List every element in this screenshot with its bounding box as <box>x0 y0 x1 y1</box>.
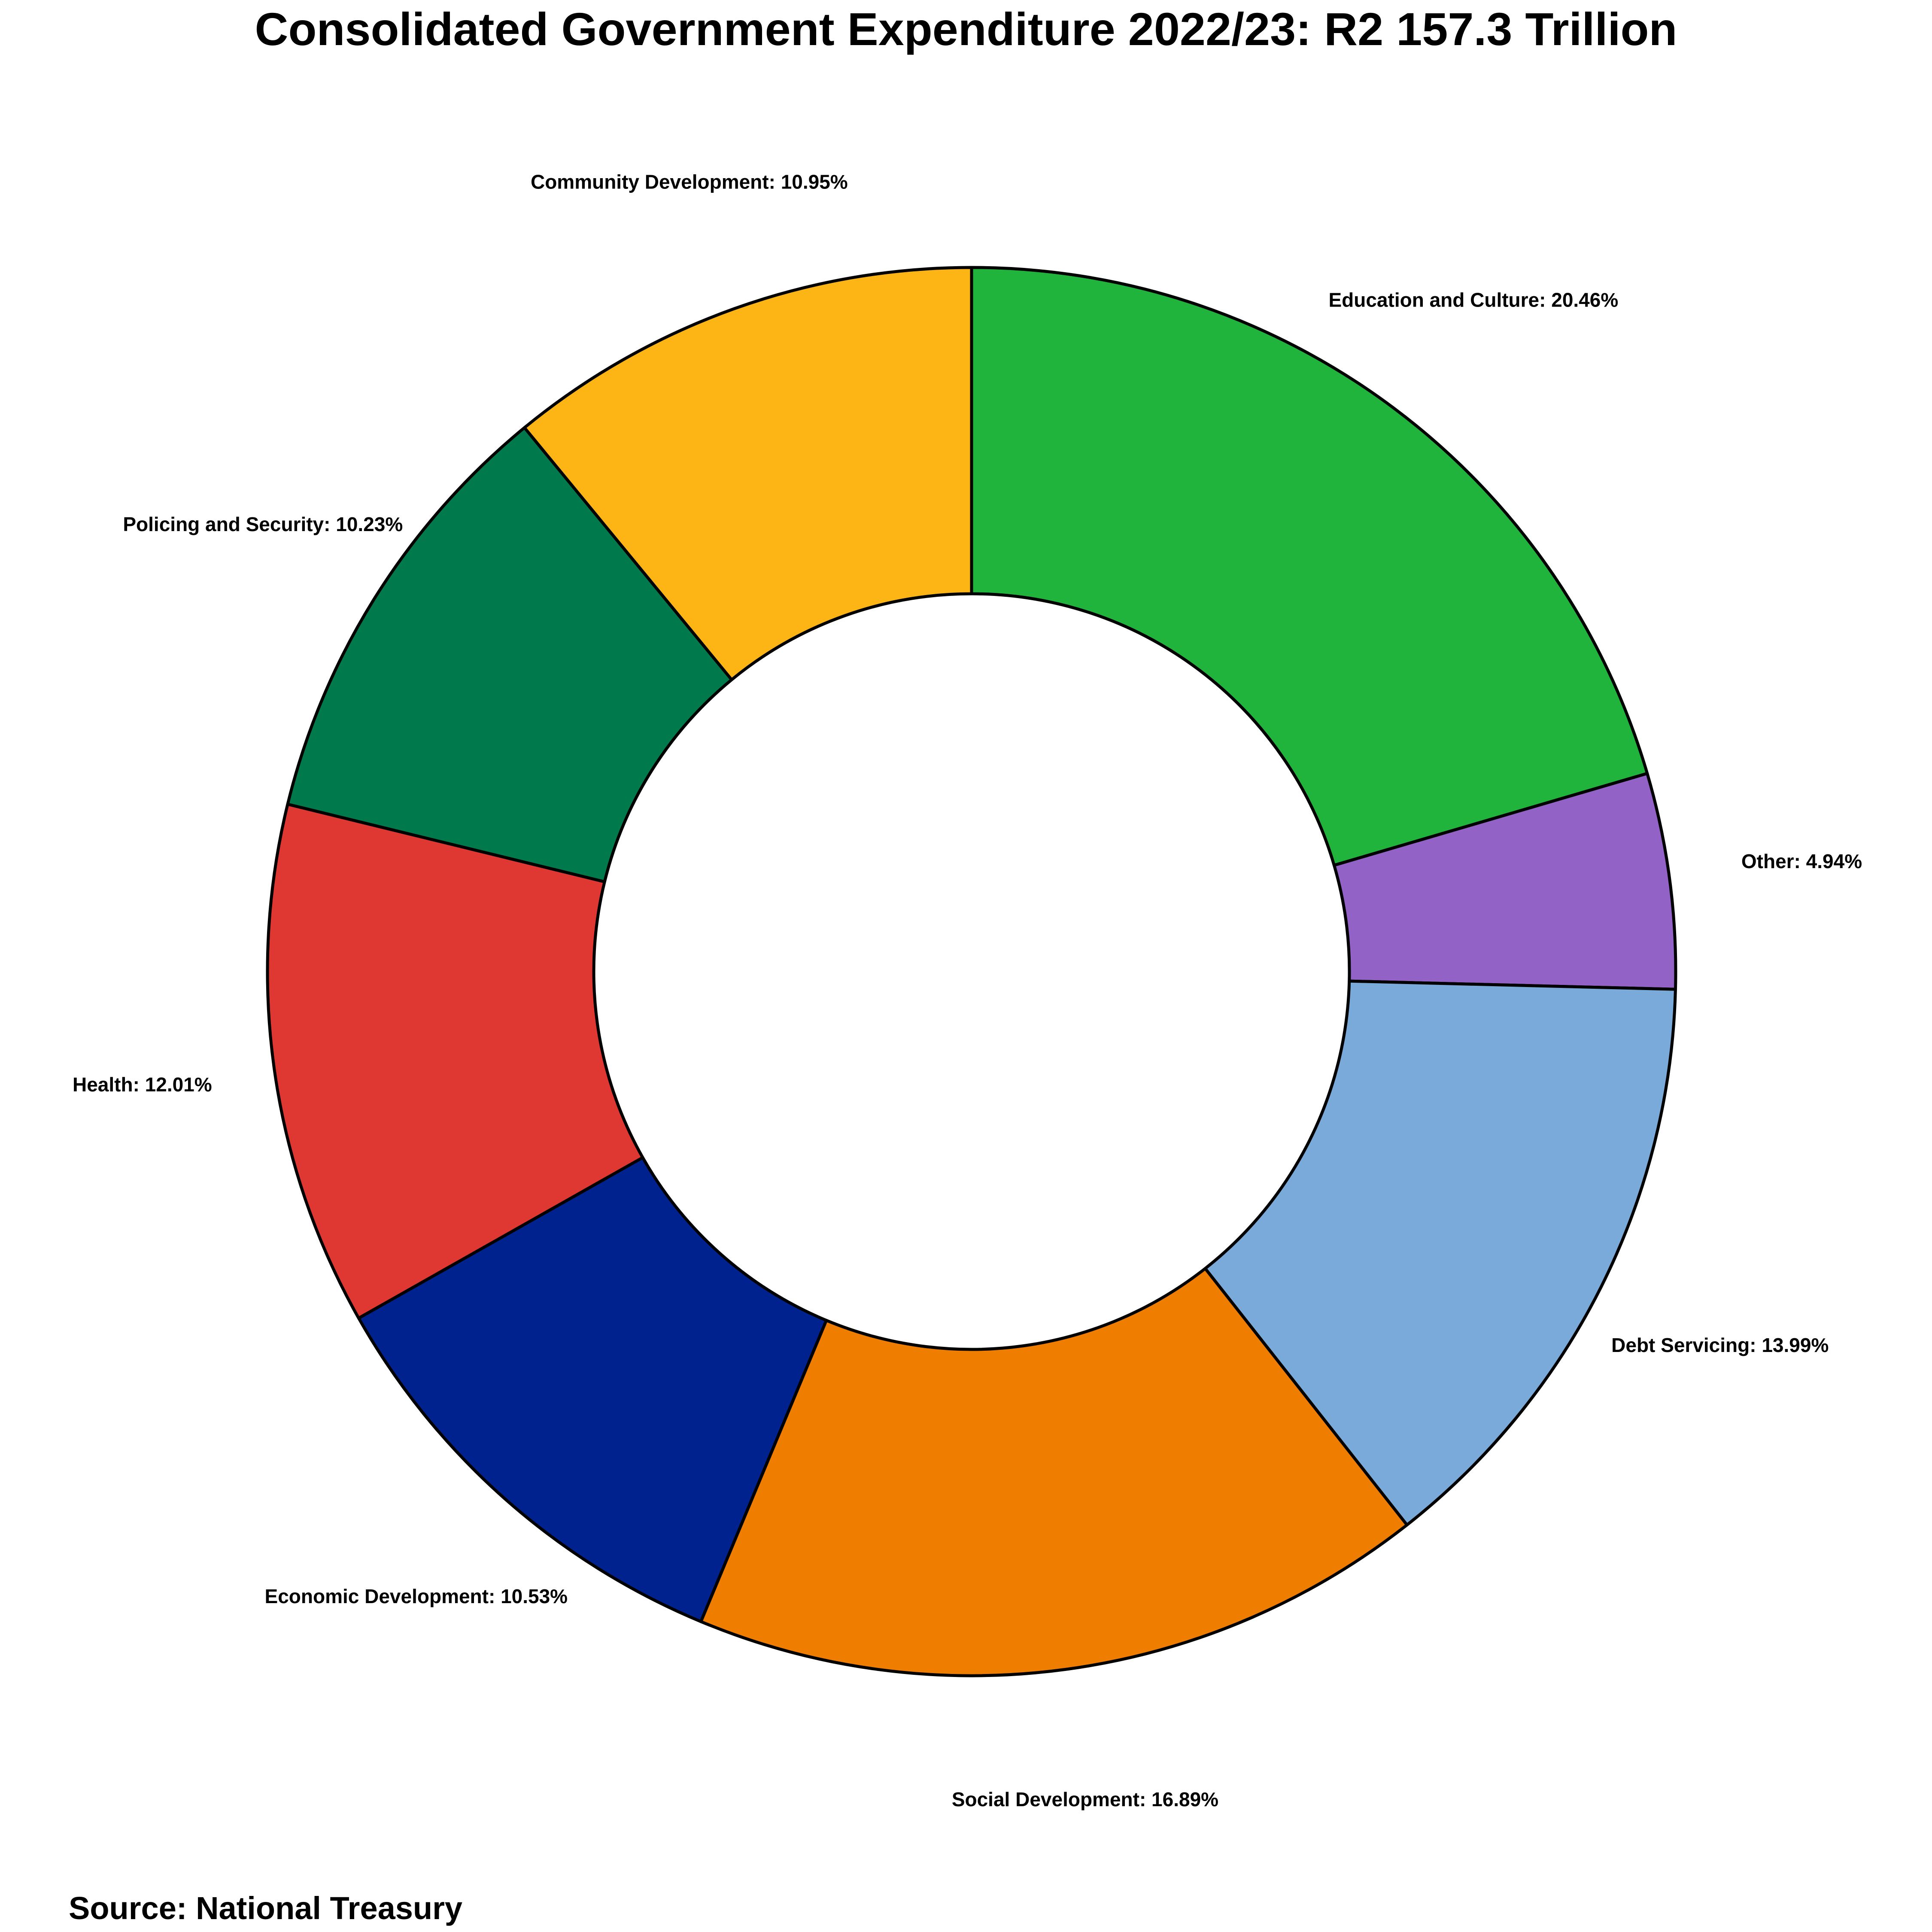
slice-debt-servicing <box>1203 979 1677 1527</box>
slice-label-policing-and-security: Policing and Security: 10.23% <box>123 513 403 535</box>
slices-group <box>266 266 1677 1677</box>
slice-label-community-development: Community Development: 10.95% <box>531 170 848 193</box>
slice-policing-and-security <box>286 426 733 884</box>
slice-education-and-culture <box>970 266 1649 867</box>
slice-community-development <box>523 266 973 681</box>
labels-group: Education and Culture: 20.46% Other: 4.94… <box>73 170 1862 1810</box>
slice-label-social-development: Social Development: 16.89% <box>952 1788 1218 1810</box>
slice-label-economic-development: Economic Development: 10.53% <box>265 1585 568 1607</box>
source-note: Source: National Treasury <box>69 1890 462 1926</box>
slice-label-health: Health: 12.01% <box>73 1073 212 1096</box>
slice-label-education-and-culture: Education and Culture: 20.46% <box>1328 289 1618 311</box>
slice-social-development <box>699 1267 1409 1677</box>
slice-health <box>266 802 644 1320</box>
slice-label-other: Other: 4.94% <box>1741 850 1862 872</box>
slice-economic-development <box>357 1156 828 1623</box>
chart-title: Consolidated Government Expenditure 2022… <box>255 3 1677 55</box>
slice-label-debt-servicing: Debt Servicing: 13.99% <box>1611 1334 1829 1356</box>
